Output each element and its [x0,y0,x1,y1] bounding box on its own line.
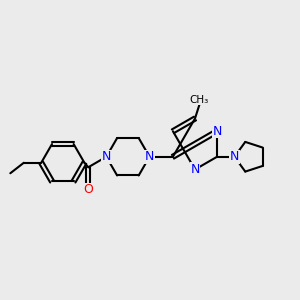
Text: N: N [145,150,154,163]
Text: O: O [83,183,93,196]
Text: CH₃: CH₃ [190,95,209,105]
Text: N: N [212,125,222,138]
Text: N: N [230,150,239,163]
Text: N: N [102,150,111,163]
Text: N: N [190,163,200,176]
